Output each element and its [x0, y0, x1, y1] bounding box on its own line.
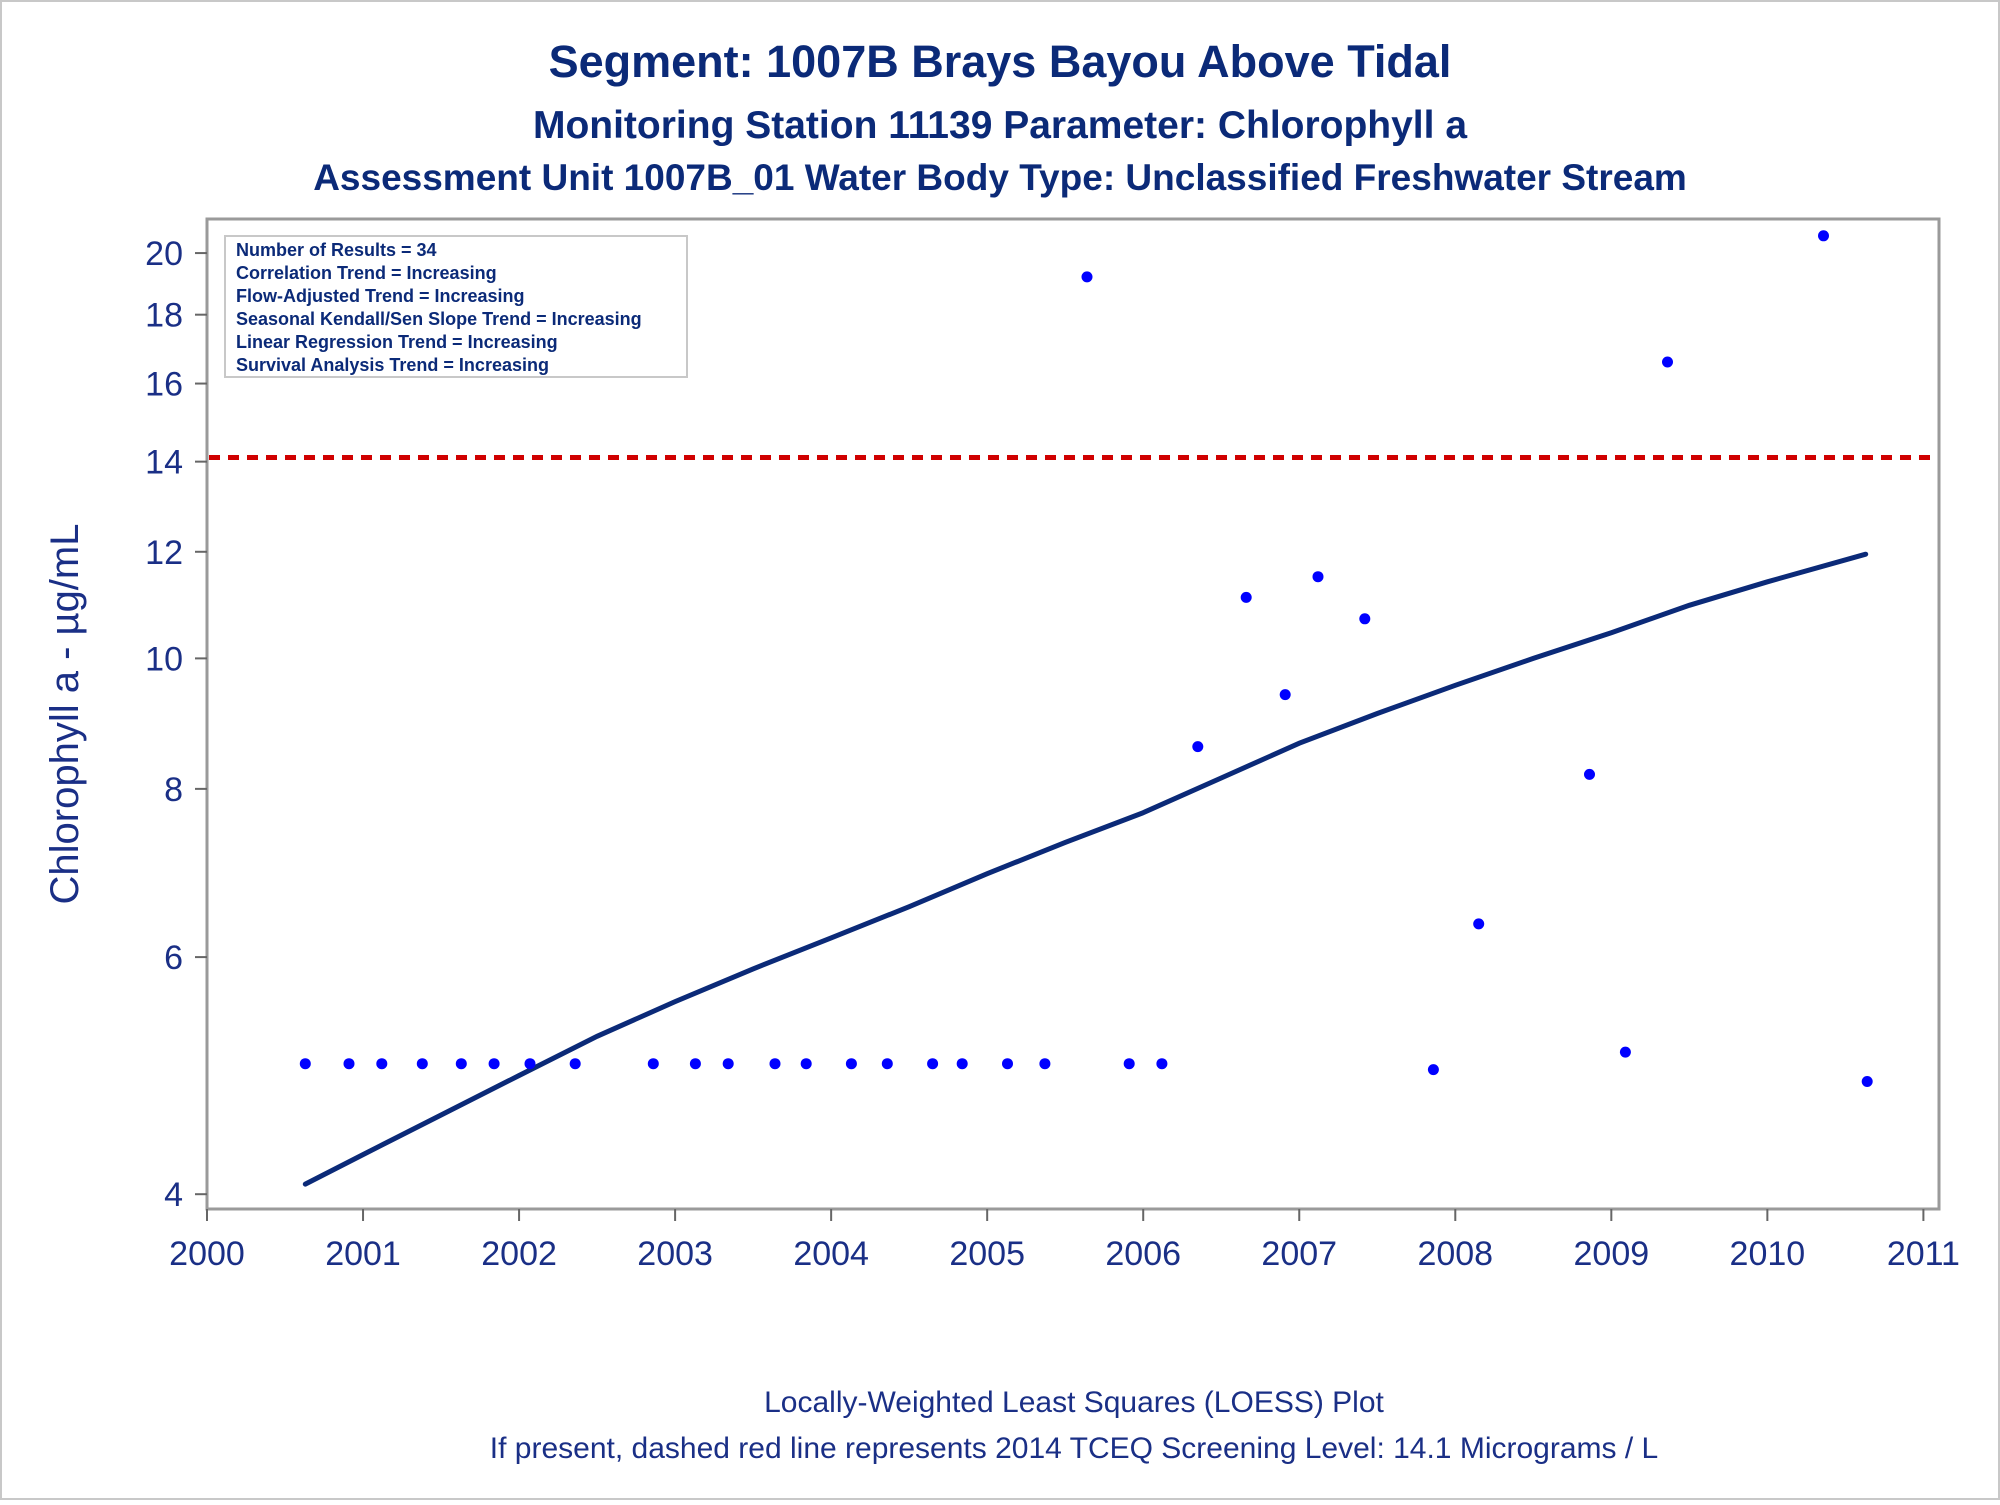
data-point-17 [1002, 1058, 1013, 1070]
x-tick-label-2008: 2008 [1417, 1235, 1493, 1273]
data-point-31 [1662, 356, 1673, 368]
data-point-21 [1156, 1058, 1168, 1070]
legend-line-3: Flow-Adjusted Trend = Increasing [236, 286, 525, 306]
y-tick-label-4: 4 [164, 1176, 183, 1214]
y-tick-label-8: 8 [164, 771, 183, 809]
data-point-16 [956, 1058, 968, 1070]
data-point-20 [1123, 1058, 1135, 1070]
data-point-1 [343, 1058, 355, 1070]
x-tick-label-2001: 2001 [325, 1235, 401, 1273]
legend-line-2: Correlation Trend = Increasing [236, 263, 497, 283]
footnote-1: Locally-Weighted Least Squares (LOESS) P… [764, 1386, 1384, 1419]
data-point-18 [1039, 1058, 1051, 1070]
data-point-29 [1584, 768, 1595, 780]
x-tick-label-2003: 2003 [637, 1235, 713, 1273]
x-tick-label-2004: 2004 [793, 1235, 869, 1273]
y-tick-label-18: 18 [145, 297, 183, 335]
y-tick-label-12: 12 [145, 534, 183, 572]
data-point-4 [455, 1058, 467, 1070]
plot-area [205, 217, 1941, 1211]
data-point-19 [1081, 271, 1093, 283]
y-tick-label-14: 14 [145, 444, 183, 482]
data-point-28 [1473, 918, 1485, 930]
legend-line-5: Linear Regression Trend = Increasing [236, 332, 558, 352]
legend-line-4: Seasonal Kendall/Sen Slope Trend = Incre… [236, 309, 642, 329]
x-tick-label-2011: 2011 [1887, 1235, 1960, 1273]
y-tick-label-20: 20 [145, 235, 183, 273]
footnote-2: If present, dashed red line represents 2… [490, 1432, 1658, 1465]
trend-legend: Number of Results = 34 Correlation Trend… [224, 235, 688, 378]
data-point-26 [1359, 613, 1371, 625]
data-point-8 [647, 1058, 659, 1070]
data-point-15 [927, 1058, 939, 1070]
data-point-6 [524, 1058, 536, 1070]
data-point-5 [488, 1058, 500, 1070]
data-point-33 [1861, 1076, 1873, 1087]
loess-curve [302, 551, 1869, 1187]
legend-line-6: Survival Analysis Trend = Increasing [236, 355, 549, 375]
chart-subtitle-2: Assessment Unit 1007B_01 Water Body Type… [313, 157, 1687, 198]
x-tick-label-2010: 2010 [1730, 1235, 1806, 1273]
x-axis: 2000 2001 2002 2003 2004 2005 2006 2007 2008 2009… [169, 1209, 1960, 1273]
data-point-14 [881, 1058, 893, 1070]
data-point-30 [1619, 1046, 1631, 1058]
scatter-points-layer [299, 230, 1873, 1087]
x-tick-label-2007: 2007 [1261, 1235, 1337, 1273]
data-point-12 [800, 1058, 812, 1070]
data-point-9 [689, 1058, 701, 1070]
chart-title: Segment: 1007B Brays Bayou Above Tidal [549, 36, 1452, 87]
data-point-10 [722, 1058, 734, 1070]
y-axis: 4 6 8 10 12 14 16 18 20 [145, 235, 207, 1214]
legend-line-1: Number of Results = 34 [236, 240, 437, 260]
legend-box [224, 235, 688, 378]
data-point-32 [1818, 230, 1829, 242]
y-tick-label-6: 6 [164, 939, 183, 977]
x-tick-label-2000: 2000 [169, 1235, 245, 1273]
x-tick-label-2006: 2006 [1105, 1235, 1181, 1273]
data-point-25 [1312, 571, 1324, 583]
y-axis-label: Chlorophyll a - µg/mL [43, 524, 87, 905]
data-point-2 [376, 1058, 388, 1070]
data-point-22 [1192, 741, 1204, 753]
x-tick-label-2005: 2005 [949, 1235, 1025, 1273]
x-tick-label-2002: 2002 [481, 1235, 557, 1273]
data-point-27 [1427, 1064, 1439, 1076]
y-tick-label-16: 16 [145, 366, 183, 404]
y-tick-label-10: 10 [145, 640, 183, 678]
data-point-0 [299, 1058, 311, 1070]
loess-layer [302, 551, 1869, 1187]
data-point-24 [1279, 689, 1291, 701]
data-point-7 [569, 1058, 581, 1070]
data-point-11 [769, 1058, 781, 1070]
chart-subtitle-1: Monitoring Station 11139 Parameter: Chlo… [533, 104, 1467, 147]
data-point-13 [845, 1058, 857, 1070]
data-point-3 [416, 1058, 428, 1070]
data-point-23 [1240, 591, 1252, 603]
x-tick-label-2009: 2009 [1574, 1235, 1650, 1273]
